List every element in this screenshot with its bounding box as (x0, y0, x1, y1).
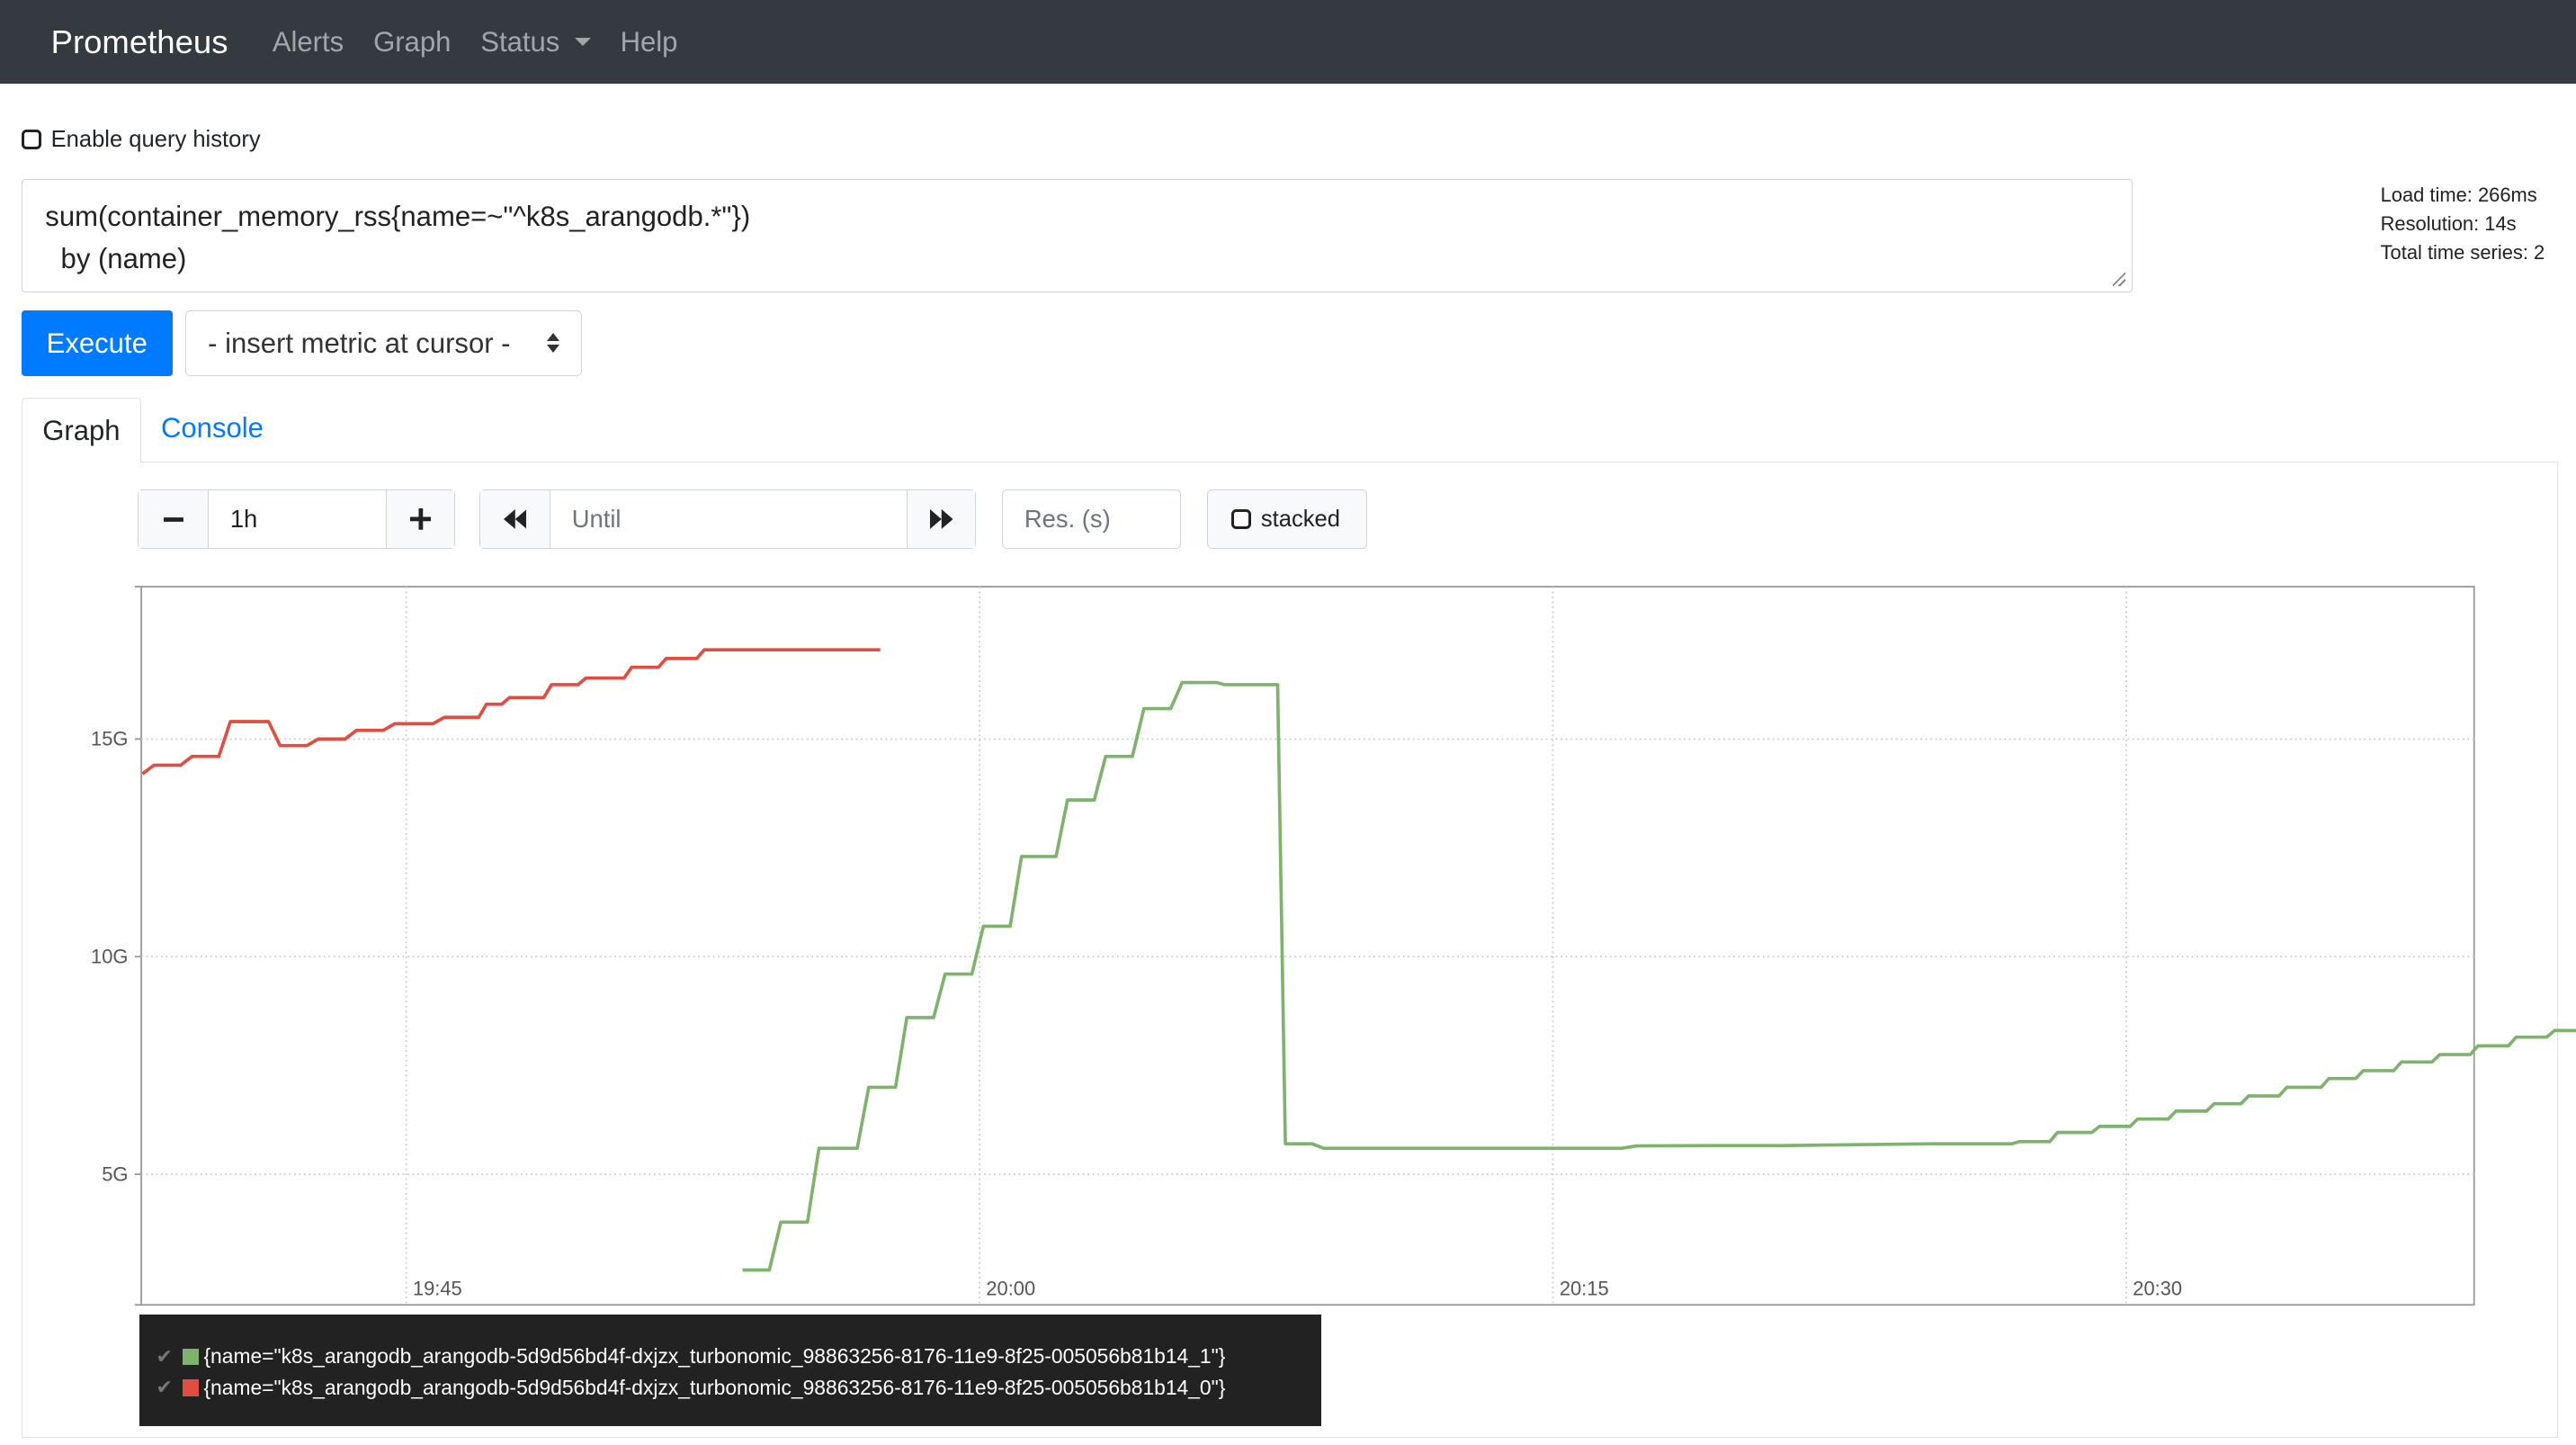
y-tick-label: 10G (91, 946, 128, 968)
execute-button[interactable]: Execute (21, 310, 173, 377)
legend-series-label: {name="k8s_arangodb_arangodb-5d9d56bd4f-… (203, 1375, 1226, 1399)
brand-link[interactable]: Prometheus (50, 22, 228, 60)
resolution: Resolution: 14s (2380, 211, 2517, 235)
nav-status-label: Status (480, 25, 560, 58)
query-stats: Load time: 266ms Resolution: 14s Total t… (2381, 181, 2545, 267)
minus-icon (163, 517, 183, 523)
checkmark-icon: ✔ (156, 1344, 173, 1368)
expression-input[interactable]: sum(container_memory_rss{name=~"^k8s_ara… (21, 179, 2133, 293)
until-input[interactable]: Until (550, 490, 908, 549)
resize-grip-icon[interactable] (2112, 273, 2126, 286)
decrease-range-button[interactable] (139, 490, 209, 549)
series-line-1 (141, 648, 881, 776)
navbar: Prometheus Alerts Graph Status Help (0, 0, 2576, 85)
resolution-input[interactable]: Res. (s) (1002, 489, 1182, 550)
select-arrows-icon (546, 333, 559, 353)
series-line-0 (742, 680, 2576, 1272)
insert-metric-label: - insert metric at cursor - (208, 327, 511, 359)
query-history-label: Enable query history (50, 126, 261, 152)
nav-help[interactable]: Help (620, 25, 678, 58)
graph-legend: ✔ {name="k8s_arangodb_arangodb-5d9d56bd4… (139, 1315, 1321, 1427)
stacked-label: stacked (1260, 506, 1340, 532)
y-tick-label: 5G (102, 1162, 128, 1185)
legend-series-label: {name="k8s_arangodb_arangodb-5d9d56bd4f-… (203, 1344, 1226, 1369)
end-time-control: Until (479, 489, 976, 550)
stacked-toggle-button[interactable]: stacked (1207, 489, 1367, 550)
x-tick-label: 19:45 (413, 1277, 462, 1299)
graph-chart: 5G 10G 15G 19:45 20:00 20:15 20:30 (91, 586, 2576, 1306)
increase-range-button[interactable] (387, 490, 454, 549)
graph-tab-panel (21, 462, 2558, 1439)
forward-button[interactable] (908, 490, 975, 549)
query-history-checkbox[interactable] (21, 130, 41, 150)
back-button[interactable] (480, 490, 550, 549)
total-time-series: Total time series: 2 (2380, 240, 2545, 264)
legend-item[interactable]: ✔ {name="k8s_arangodb_arangodb-5d9d56bd4… (157, 1341, 1321, 1372)
load-time: Load time: 266ms (2380, 183, 2537, 206)
x-tick-label: 20:15 (1560, 1277, 1609, 1299)
until-placeholder: Until (571, 505, 622, 534)
caret-down-icon (574, 38, 591, 46)
nav-status-dropdown[interactable]: Status (480, 25, 591, 58)
tab-console[interactable]: Console (160, 412, 264, 444)
query-history-toggle[interactable]: Enable query history (21, 126, 261, 153)
y-tick-label: 15G (91, 728, 128, 750)
x-tick-label: 20:30 (2133, 1277, 2182, 1299)
legend-item[interactable]: ✔ {name="k8s_arangodb_arangodb-5d9d56bd4… (157, 1372, 1321, 1404)
plot-area (140, 586, 2475, 1306)
tab-graph[interactable]: Graph (21, 398, 142, 464)
range-input[interactable]: 1h (208, 490, 388, 549)
checkmark-icon: ✔ (156, 1376, 173, 1399)
plus-icon (409, 508, 432, 531)
series-swatch-red (182, 1379, 199, 1396)
nav-alerts[interactable]: Alerts (272, 25, 344, 58)
resolution-placeholder: Res. (s) (1024, 505, 1111, 534)
nav-graph[interactable]: Graph (373, 25, 452, 58)
insert-metric-select[interactable]: - insert metric at cursor - (185, 310, 582, 377)
fast-backward-icon (503, 509, 527, 530)
fast-forward-icon (929, 509, 953, 530)
stacked-checkbox (1231, 509, 1251, 530)
series-swatch-green (182, 1348, 199, 1365)
range-control: 1h (138, 489, 455, 550)
x-tick-label: 20:00 (986, 1277, 1035, 1299)
